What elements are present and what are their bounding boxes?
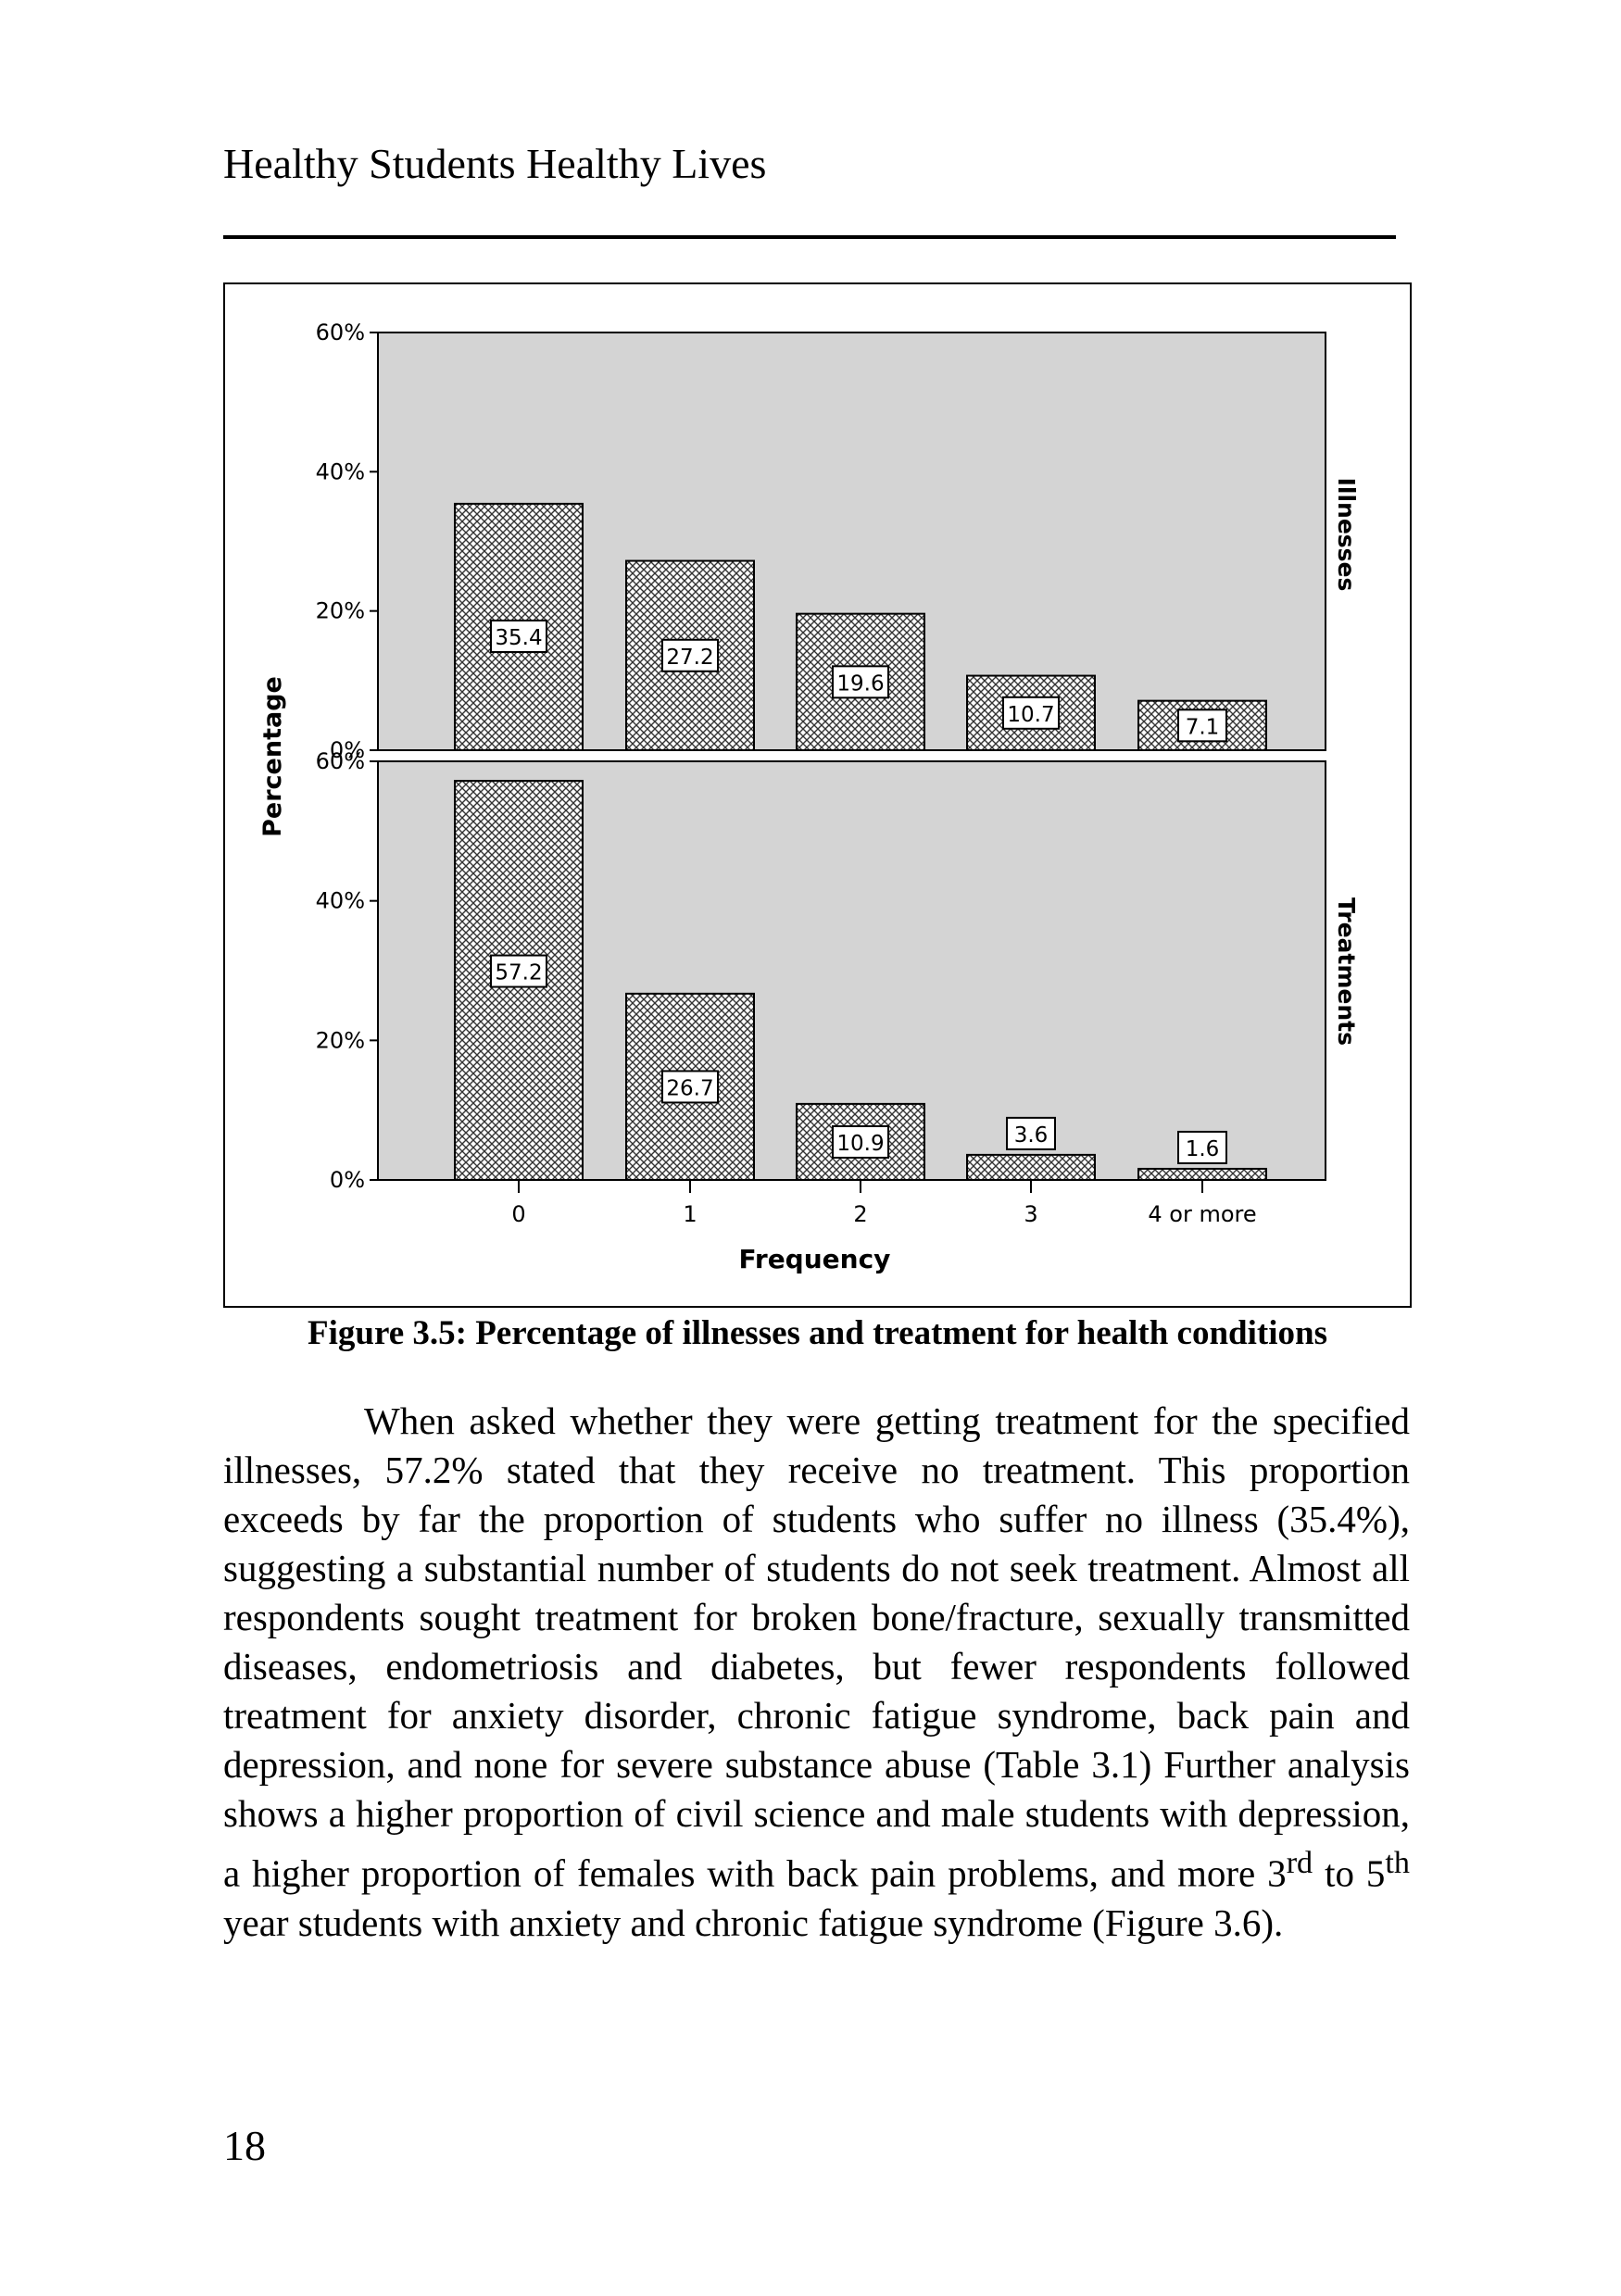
figure-frame: 60% 40% 20% 0% 35.4 27.2 19.6 10.7 7.1 Illnesses 6… bbox=[223, 282, 1412, 1308]
page-number: 18 bbox=[223, 2122, 266, 2169]
y-tick-label: 40% bbox=[316, 458, 365, 484]
x-tick-label: 3 bbox=[1024, 1201, 1037, 1227]
x-tick-label: 4 or more bbox=[1148, 1201, 1256, 1227]
superscript-rd: rd bbox=[1286, 1846, 1313, 1880]
y-tick-label: 40% bbox=[316, 888, 365, 914]
data-label: 10.7 bbox=[1007, 703, 1054, 727]
data-label: 35.4 bbox=[495, 626, 542, 650]
y-tick-label: 0% bbox=[330, 737, 365, 763]
x-axis-title: Frequency bbox=[739, 1244, 891, 1274]
data-label-box bbox=[1177, 1130, 1227, 1164]
header-rule bbox=[223, 235, 1396, 239]
data-label: 10.9 bbox=[836, 1132, 884, 1156]
y-tick-label: 20% bbox=[316, 1027, 365, 1053]
running-head: Healthy Students Healthy Lives bbox=[223, 140, 767, 187]
superscript-th: th bbox=[1385, 1846, 1410, 1880]
data-label-box bbox=[832, 665, 889, 699]
x-tick-label: 0 bbox=[511, 1201, 525, 1227]
data-label-box bbox=[1177, 709, 1227, 743]
data-label: 7.1 bbox=[1186, 715, 1220, 739]
data-label-box bbox=[490, 620, 547, 653]
paragraph-text: When asked whether they were getting tre… bbox=[223, 1399, 1410, 1895]
data-label: 19.6 bbox=[836, 671, 884, 696]
data-label: 57.2 bbox=[495, 961, 542, 985]
data-label-box bbox=[1006, 1116, 1056, 1150]
data-label: 27.2 bbox=[666, 646, 713, 670]
y-tick-label: 20% bbox=[316, 598, 365, 624]
y-axis-title: Percentage bbox=[258, 676, 287, 837]
data-label-box bbox=[661, 1070, 719, 1104]
body-paragraph: When asked whether they were getting tre… bbox=[223, 1397, 1410, 1948]
bar bbox=[1137, 1167, 1267, 1181]
x-tick-label: 1 bbox=[683, 1201, 697, 1227]
y-tick-label: 0% bbox=[330, 1167, 365, 1193]
data-label-box bbox=[661, 638, 719, 672]
figure-caption: Figure 3.5: Percentage of illnesses and … bbox=[308, 1314, 1327, 1352]
x-tick-label: 2 bbox=[853, 1201, 867, 1227]
paragraph-text: year students with anxiety and chronic f… bbox=[223, 1901, 1284, 1944]
data-label: 26.7 bbox=[666, 1076, 713, 1100]
data-label-box bbox=[832, 1124, 889, 1159]
bar bbox=[966, 1153, 1096, 1182]
y-tick-label: 60% bbox=[316, 748, 365, 774]
panel-label-illnesses: Illnesses bbox=[1333, 478, 1360, 592]
data-label-box bbox=[490, 954, 547, 988]
paragraph-text: to 5 bbox=[1313, 1851, 1386, 1895]
data-label-box bbox=[1002, 696, 1060, 730]
panel-label-treatments: Treatments bbox=[1333, 897, 1360, 1046]
bar-chart: 60%40%20%0%35.427.219.610.77.1Illnesses6… bbox=[258, 320, 1360, 1274]
y-tick-label: 60% bbox=[316, 320, 365, 345]
data-label: 1.6 bbox=[1186, 1137, 1220, 1161]
data-label: 3.6 bbox=[1014, 1123, 1049, 1148]
